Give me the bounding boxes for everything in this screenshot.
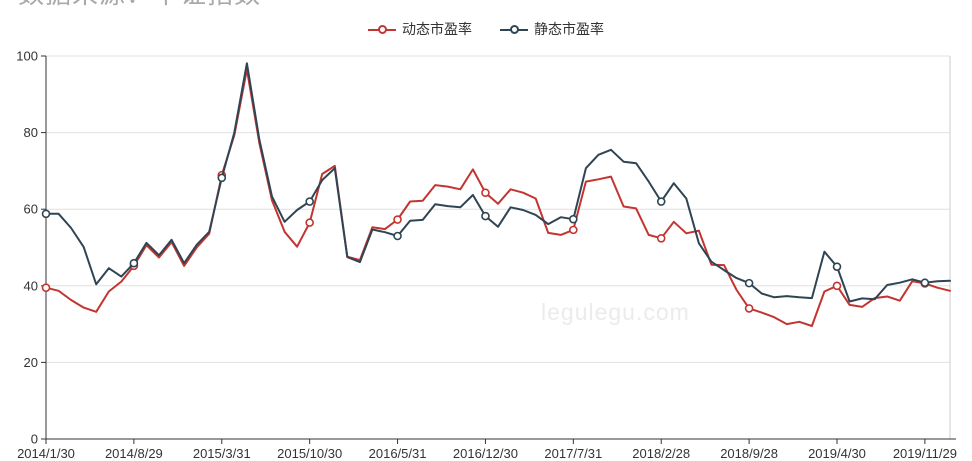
data-point-marker bbox=[129, 258, 139, 268]
data-point-marker bbox=[569, 214, 578, 224]
data-point-marker bbox=[305, 197, 314, 206]
y-axis-label: 0 bbox=[31, 432, 38, 447]
source-note-text: 数据来源：中证指数 bbox=[18, 0, 318, 9]
data-point-marker bbox=[41, 209, 51, 219]
x-axis-label: 2017/7/31 bbox=[544, 446, 602, 461]
x-axis-label: 2015/10/30 bbox=[277, 446, 342, 461]
data-point-marker bbox=[569, 225, 578, 235]
line-circle-marker-icon bbox=[368, 24, 396, 35]
legend-label: 动态市盈率 bbox=[402, 21, 472, 37]
x-axis-label: 2019/11/29 bbox=[893, 446, 957, 461]
data-point-marker bbox=[41, 283, 51, 293]
source-note: 数据来源：中证指数 bbox=[18, 0, 318, 9]
data-point-marker bbox=[832, 281, 842, 291]
y-axis-label: 20 bbox=[24, 355, 38, 370]
watermark: legulegu.com bbox=[541, 299, 690, 325]
data-point-marker bbox=[481, 211, 490, 221]
data-point-marker bbox=[832, 262, 842, 271]
data-point-marker bbox=[744, 304, 754, 313]
y-axis-label: 100 bbox=[16, 49, 38, 64]
x-axis-label: 2016/5/31 bbox=[369, 446, 427, 461]
x-axis-label: 2018/2/28 bbox=[632, 446, 690, 461]
x-axis-label: 2016/12/30 bbox=[453, 446, 518, 461]
data-point-marker bbox=[920, 278, 930, 288]
series-line-static-pe bbox=[45, 62, 951, 303]
legend-item-dynamic-pe[interactable]: 动态市盈率 bbox=[368, 19, 472, 39]
x-axis-label: 2014/8/29 bbox=[105, 446, 163, 461]
data-point-marker bbox=[656, 234, 666, 243]
legend-item-static-pe[interactable]: 静态市盈率 bbox=[500, 19, 604, 39]
x-axis-label: 2019/4/30 bbox=[808, 446, 866, 461]
legend-label: 静态市盈率 bbox=[534, 21, 604, 37]
y-axis-label: 60 bbox=[24, 202, 38, 217]
series-line-dynamic-pe bbox=[45, 68, 951, 327]
y-axis-label: 80 bbox=[24, 125, 38, 140]
x-axis-label: 2018/9/28 bbox=[720, 446, 778, 461]
data-point-marker bbox=[656, 197, 666, 206]
data-point-marker bbox=[393, 215, 402, 224]
data-point-marker bbox=[217, 173, 227, 183]
x-axis-label: 2015/3/31 bbox=[193, 446, 251, 461]
chart-legend: 动态市盈率 静态市盈率 bbox=[0, 19, 972, 39]
data-point-marker bbox=[481, 188, 490, 198]
data-point-marker bbox=[393, 231, 402, 241]
data-point-marker bbox=[744, 278, 754, 288]
line-circle-marker-icon bbox=[500, 24, 528, 35]
data-point-marker bbox=[305, 218, 314, 227]
y-axis-label: 40 bbox=[24, 278, 38, 293]
x-axis-label: 2014/1/30 bbox=[17, 446, 75, 461]
